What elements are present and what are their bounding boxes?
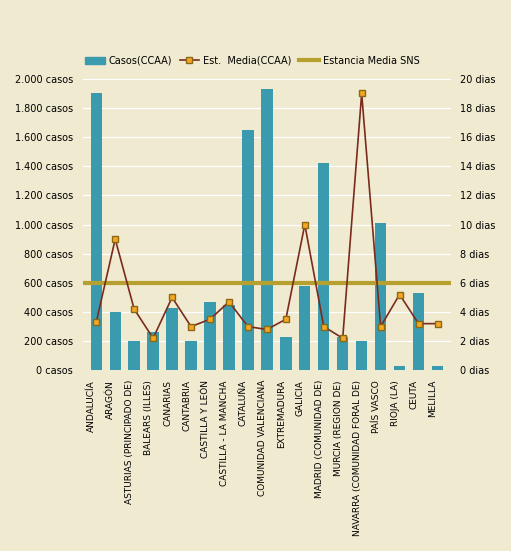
Bar: [432, 366, 443, 370]
Bar: [413, 293, 424, 370]
Bar: [185, 341, 197, 370]
Bar: [375, 223, 386, 370]
Bar: [109, 312, 121, 370]
Legend: Casos(CCAA), Est.  Media(CCAA), Estancia Media SNS: Casos(CCAA), Est. Media(CCAA), Estancia …: [81, 52, 423, 69]
Bar: [280, 337, 291, 370]
Bar: [356, 341, 367, 370]
Bar: [128, 341, 140, 370]
Bar: [167, 307, 178, 370]
Bar: [242, 130, 253, 370]
Bar: [148, 332, 159, 370]
Bar: [90, 94, 102, 370]
Bar: [204, 302, 216, 370]
Bar: [318, 163, 330, 370]
Bar: [299, 286, 311, 370]
Bar: [394, 366, 405, 370]
Bar: [261, 89, 272, 370]
Bar: [337, 337, 349, 370]
Bar: [223, 305, 235, 370]
